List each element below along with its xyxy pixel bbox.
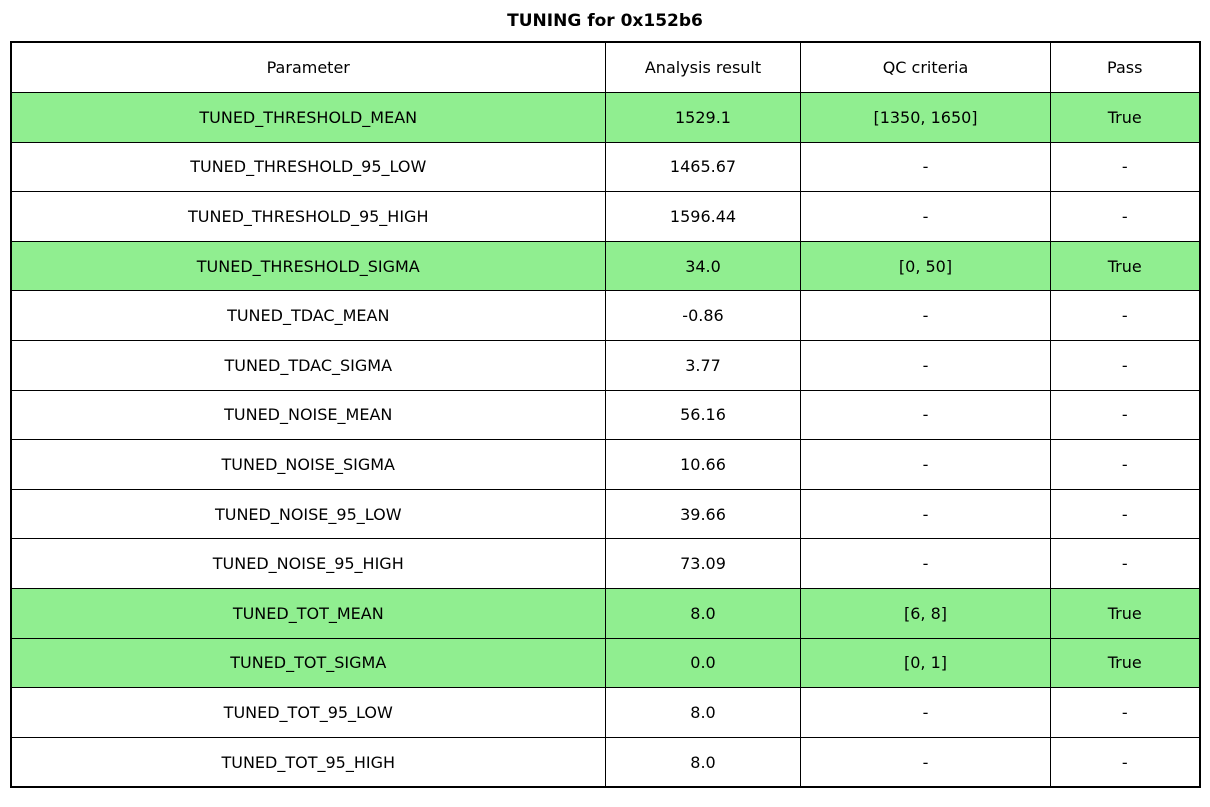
table-row: TUNED_TOT_SIGMA 0.0 [0, 1] True [10,637,1200,689]
qc-criteria-cell: - [800,191,1051,242]
qc-criteria-cell: - [800,339,1051,391]
page-title: TUNING for 0x152b6 [507,11,703,31]
qc-criteria-cell: - [800,141,1051,193]
parameter-cell: TUNED_TOT_95_LOW [10,687,606,738]
pass-cell: - [1050,191,1200,242]
parameter-cell: TUNED_TOT_SIGMA [10,637,606,689]
col-header-analysis-result: Analysis result [605,41,801,93]
parameter-cell: TUNED_NOISE_95_LOW [10,488,606,540]
analysis-result-cell: 73.09 [605,538,801,589]
parameter-cell: TUNED_TOT_MEAN [10,587,606,639]
pass-cell: - [1050,538,1200,589]
qc-criteria-cell: [0, 50] [800,240,1051,292]
qc-criteria-cell: [1350, 1650] [800,91,1051,143]
qc-criteria-cell: - [800,538,1051,589]
analysis-result-cell: 1529.1 [605,91,801,143]
pass-cell: - [1050,439,1200,490]
pass-cell: True [1050,91,1200,143]
analysis-result-cell: 8.0 [605,736,801,788]
analysis-result-cell: 56.16 [605,389,801,441]
table-row: TUNED_NOISE_MEAN 56.16 - - [10,389,1200,441]
col-header-qc-criteria: QC criteria [800,41,1051,93]
parameter-cell: TUNED_NOISE_95_HIGH [10,538,606,589]
qc-criteria-cell: [0, 1] [800,637,1051,689]
table-row: TUNED_NOISE_95_HIGH 73.09 - - [10,538,1200,589]
analysis-result-cell: -0.86 [605,290,801,341]
table-row: TUNED_THRESHOLD_MEAN 1529.1 [1350, 1650]… [10,91,1200,143]
pass-cell: True [1050,587,1200,639]
pass-cell: True [1050,637,1200,689]
table-row: TUNED_TDAC_MEAN -0.86 - - [10,290,1200,341]
pass-cell: - [1050,736,1200,788]
analysis-result-cell: 8.0 [605,587,801,639]
pass-cell: - [1050,141,1200,193]
qc-criteria-cell: - [800,488,1051,540]
table-row: TUNED_TDAC_SIGMA 3.77 - - [10,339,1200,391]
analysis-result-cell: 3.77 [605,339,801,391]
parameter-cell: TUNED_THRESHOLD_SIGMA [10,240,606,292]
col-header-pass: Pass [1050,41,1200,93]
table-row: TUNED_TOT_95_LOW 8.0 - - [10,687,1200,738]
qc-criteria-cell: - [800,687,1051,738]
col-header-parameter: Parameter [10,41,606,93]
pass-cell: True [1050,240,1200,292]
parameter-cell: TUNED_THRESHOLD_MEAN [10,91,606,143]
qc-criteria-cell: [6, 8] [800,587,1051,639]
parameter-cell: TUNED_NOISE_SIGMA [10,439,606,490]
table-row: TUNED_THRESHOLD_SIGMA 34.0 [0, 50] True [10,240,1200,292]
qc-criteria-cell: - [800,736,1051,788]
header-row: Parameter Analysis result QC criteria Pa… [10,41,1200,93]
analysis-result-cell: 1465.67 [605,141,801,193]
analysis-result-cell: 0.0 [605,637,801,689]
parameter-cell: TUNED_THRESHOLD_95_HIGH [10,191,606,242]
table-row: TUNED_THRESHOLD_95_LOW 1465.67 - - [10,141,1200,193]
parameter-cell: TUNED_TDAC_MEAN [10,290,606,341]
parameter-cell: TUNED_TOT_95_HIGH [10,736,606,788]
pass-cell: - [1050,488,1200,540]
parameter-cell: TUNED_NOISE_MEAN [10,389,606,441]
pass-cell: - [1050,339,1200,391]
qc-criteria-cell: - [800,290,1051,341]
parameter-cell: TUNED_TDAC_SIGMA [10,339,606,391]
analysis-result-cell: 39.66 [605,488,801,540]
table-row: TUNED_TOT_MEAN 8.0 [6, 8] True [10,587,1200,639]
analysis-result-cell: 8.0 [605,687,801,738]
pass-cell: - [1050,389,1200,441]
analysis-result-cell: 1596.44 [605,191,801,242]
qc-criteria-cell: - [800,389,1051,441]
pass-cell: - [1050,687,1200,738]
qc-criteria-cell: - [800,439,1051,490]
parameter-cell: TUNED_THRESHOLD_95_LOW [10,141,606,193]
analysis-result-cell: 10.66 [605,439,801,490]
table-row: TUNED_NOISE_SIGMA 10.66 - - [10,439,1200,490]
tuning-qc-table: Parameter Analysis result QC criteria Pa… [9,41,1201,789]
table-row: TUNED_TOT_95_HIGH 8.0 - - [10,736,1200,788]
pass-cell: - [1050,290,1200,341]
table-row: TUNED_THRESHOLD_95_HIGH 1596.44 - - [10,191,1200,242]
table-row: TUNED_NOISE_95_LOW 39.66 - - [10,488,1200,540]
analysis-result-cell: 34.0 [605,240,801,292]
